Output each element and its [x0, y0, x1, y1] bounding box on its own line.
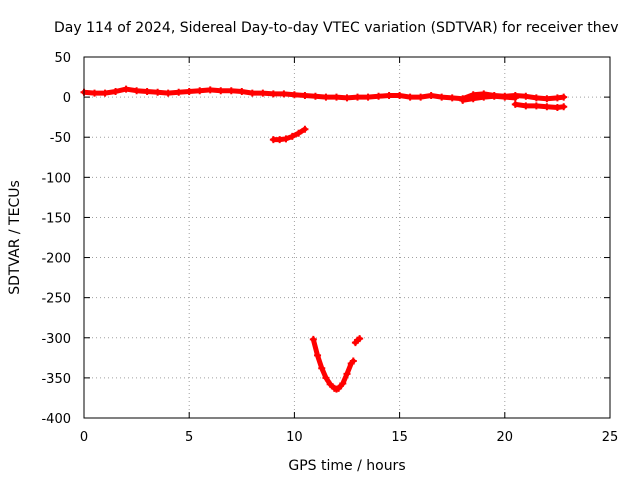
y-tick-label: -400 — [41, 412, 71, 427]
data-point — [311, 92, 319, 100]
data-point — [238, 87, 246, 95]
x-axis-title: GPS time / hours — [288, 458, 405, 474]
data-point — [532, 102, 540, 110]
data-point — [438, 93, 446, 101]
grid-layer — [84, 57, 610, 418]
data-point — [314, 351, 322, 359]
data-point — [343, 94, 351, 102]
data-point — [269, 90, 277, 98]
data-point — [343, 370, 351, 378]
data-point — [122, 85, 130, 93]
data-point — [335, 384, 343, 392]
data-point — [543, 103, 551, 111]
y-axis-title: SDTVAR / TECUs — [7, 180, 23, 295]
data-point — [280, 90, 288, 98]
data-point — [185, 87, 193, 95]
x-tick-label: 5 — [185, 430, 193, 445]
data-point — [309, 335, 317, 343]
data-point — [553, 94, 561, 102]
y-tick-label: -200 — [41, 252, 71, 267]
data-point — [276, 136, 284, 144]
y-tick-label: -150 — [41, 211, 71, 226]
data-point — [448, 94, 456, 102]
data-point — [217, 87, 225, 95]
data-point — [112, 87, 120, 95]
data-point — [301, 125, 309, 133]
data-point — [427, 92, 435, 100]
data-point — [522, 92, 530, 100]
data-point — [295, 129, 303, 137]
data-point — [364, 93, 372, 101]
data-point — [196, 87, 204, 95]
x-tick-label: 10 — [286, 430, 303, 445]
y-tick-label: -300 — [41, 332, 71, 347]
data-point — [322, 93, 330, 101]
data-point — [133, 87, 141, 95]
data-point — [164, 89, 172, 97]
data-point — [290, 91, 298, 99]
data-point — [143, 87, 151, 95]
data-point — [560, 103, 568, 111]
data-point — [101, 89, 109, 97]
data-point — [553, 104, 561, 112]
y-tick-label: -350 — [41, 372, 71, 387]
data-point — [501, 93, 509, 101]
data-point — [511, 94, 519, 102]
y-tick-label: 0 — [63, 91, 71, 106]
data-point — [354, 93, 362, 101]
data-point — [91, 89, 99, 97]
data-point — [356, 335, 364, 343]
chart-title: Day 114 of 2024, Sidereal Day-to-day VTE… — [54, 20, 618, 36]
y-tick-label: -50 — [50, 131, 71, 146]
data-point — [206, 86, 214, 94]
data-point — [490, 92, 498, 100]
x-tick-label: 0 — [80, 430, 88, 445]
data-point — [269, 136, 277, 144]
data-point — [406, 93, 414, 101]
data-point — [396, 92, 404, 100]
y-tick-label: 50 — [54, 51, 71, 66]
data-point — [375, 92, 383, 100]
data-point — [227, 87, 235, 95]
data-point — [560, 93, 568, 101]
data-point — [480, 93, 488, 101]
data-point — [318, 364, 326, 372]
data-point — [154, 88, 162, 96]
data-point — [288, 132, 296, 140]
data-point — [532, 94, 540, 102]
data-point — [511, 100, 519, 108]
series-trace — [310, 336, 356, 392]
data-point — [522, 102, 530, 110]
x-tick-label: 15 — [391, 430, 408, 445]
data-layer — [80, 85, 568, 393]
x-tick-label: 25 — [602, 430, 619, 445]
data-point — [349, 357, 357, 365]
data-point — [332, 93, 340, 101]
data-point — [175, 88, 183, 96]
plot-frame — [83, 56, 611, 419]
y-tick-label: -250 — [41, 292, 71, 307]
data-point — [248, 89, 256, 97]
data-point — [259, 89, 267, 97]
y-tick-label: -100 — [41, 171, 71, 186]
data-point — [469, 95, 477, 103]
data-point — [417, 93, 425, 101]
data-point — [326, 380, 334, 388]
data-point — [282, 135, 290, 143]
data-point — [301, 92, 309, 100]
tick-layer: 0 5 10 15 20 25 50 0 -50 -100 -150 -200 -250 -300 -350… — [41, 51, 618, 445]
data-point — [339, 380, 347, 388]
data-point — [543, 95, 551, 103]
data-point — [322, 374, 330, 382]
x-tick-label: 20 — [497, 430, 514, 445]
data-point — [459, 96, 467, 104]
data-point — [385, 92, 393, 100]
